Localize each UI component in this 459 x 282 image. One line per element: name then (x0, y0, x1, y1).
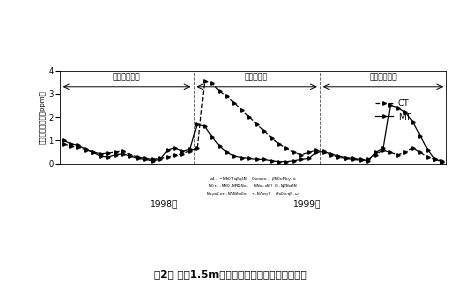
Text: トウモロコシ: トウモロコシ (112, 72, 140, 81)
Text: 囲2． 地下1.5mの土壌溶液中の祢酸態窒素濃度: 囲2． 地下1.5mの土壌溶液中の祢酸態窒素濃度 (153, 269, 306, 279)
Text: イタリアン: イタリアン (245, 72, 268, 81)
Text: 1999年: 1999年 (292, 199, 320, 208)
Text: トウモロコシ: トウモロコシ (368, 72, 396, 81)
Legend: CT, MT: CT, MT (371, 96, 414, 125)
Text: 1998年: 1998年 (150, 199, 178, 208)
Y-axis label: 祢酸態窒素濃度（ppm）: 祢酸態窒素濃度（ppm） (39, 90, 45, 144)
Text: No$\rho$oCo$\tau$-N$\Lambda$N$\delta$oOo  +-N$\Lambda$n$\eta$?  $\delta$oOo$\tau: No$\rho$oCo$\tau$-N$\Lambda$N$\delta$oOo… (206, 190, 299, 198)
Text: $\alpha$4-$\sim$NNOTo$\beta$qUN  O$\alpha$$\infty$oo- $\beta$NOoMo$\gamma$-o: $\alpha$4-$\sim$NNOTo$\beta$qUN O$\alpha… (209, 175, 296, 183)
Text: NO$\tau$--NNO-NM$\odot$No-  NNo-oN? O-N$\beta$No$\delta$N: NO$\tau$--NNO-NM$\odot$No- NNo-oN? O-N$\… (207, 182, 297, 190)
